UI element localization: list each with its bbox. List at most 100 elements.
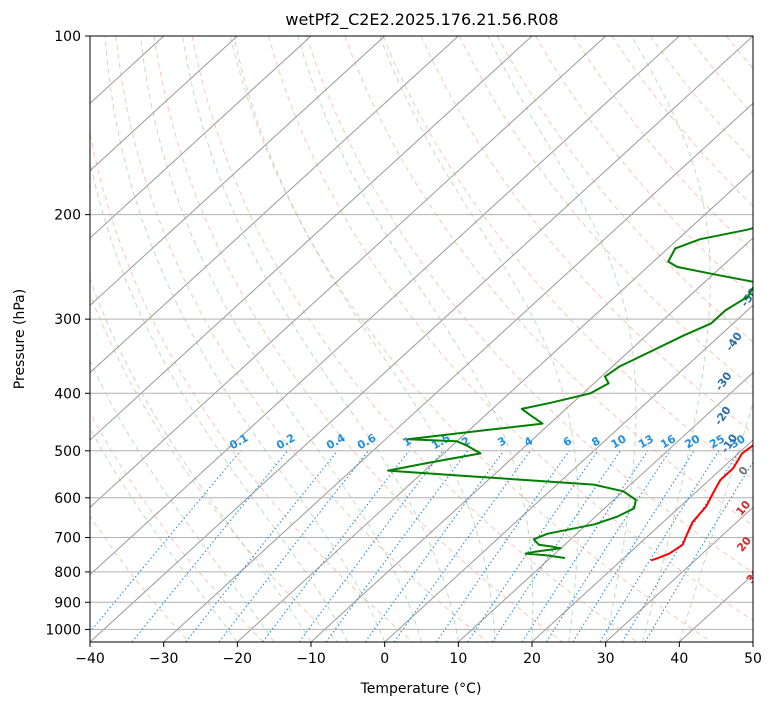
x-tick-label: 0 <box>380 651 389 667</box>
dry-adiabat <box>153 36 563 642</box>
isotherm <box>310 237 753 642</box>
dry-adiabat <box>268 36 753 622</box>
dry-adiabat <box>382 36 753 480</box>
y-tick-label: 900 <box>54 595 81 611</box>
dry-adiabat <box>344 36 753 527</box>
mixing-ratio-line <box>218 450 369 642</box>
mixing-ratio-label: 1 <box>401 434 414 449</box>
dry-adiabat <box>90 130 414 642</box>
dry-adiabat-label: -50 <box>738 285 760 309</box>
dry-adiabat <box>90 411 264 642</box>
mixing-ratio-line <box>435 450 570 642</box>
y-tick-label: 400 <box>54 386 81 402</box>
moist-adiabat <box>678 401 753 642</box>
x-tick-label: −10 <box>296 651 326 667</box>
mixing-ratio-line <box>262 450 410 642</box>
moist-adiabat-label: 30 <box>744 566 764 586</box>
isotherm <box>752 641 753 642</box>
moist-adiabat <box>297 36 534 642</box>
mixing-ratio-line <box>90 450 242 633</box>
profile-lines <box>387 227 753 562</box>
dry-adiabat <box>191 36 638 642</box>
x-tick-label: −20 <box>223 651 253 667</box>
x-tick-label: 40 <box>670 651 688 667</box>
moist-adiabat-label: 40 <box>759 593 775 613</box>
isotherm <box>90 36 459 374</box>
mixing-ratio-line <box>491 450 621 642</box>
dry-adiabat <box>306 36 753 574</box>
moist-adiabat-label: 20 <box>734 534 754 554</box>
moist-adiabat <box>233 36 496 642</box>
mixing-ratio-label: 13 <box>636 432 656 451</box>
moist-adiabat <box>90 427 238 642</box>
dry-adiabat <box>115 36 488 642</box>
mixing-ratio-line <box>325 450 468 642</box>
mixing-ratio-label: 3 <box>495 434 508 449</box>
moist-adiabat-label: 10 <box>733 498 753 518</box>
mixing-ratio-line <box>185 450 339 642</box>
y-tick-label: 600 <box>54 491 81 507</box>
moist-adiabat <box>90 277 312 642</box>
y-tick-label: 1000 <box>45 622 81 638</box>
mixing-ratio-line <box>364 450 505 642</box>
dry-adiabat <box>611 36 753 207</box>
y-tick-label: 800 <box>54 565 81 581</box>
y-tick-label: 100 <box>54 29 81 45</box>
x-tick-label: 10 <box>449 651 467 667</box>
mixing-ratio-label: 0.1 <box>227 431 250 452</box>
isotherm <box>163 102 753 642</box>
y-tick-label: 200 <box>54 208 81 224</box>
moist-adiabat <box>90 359 275 642</box>
mixing-ratio-line <box>393 450 531 642</box>
plot-frame <box>89 35 754 643</box>
isotherm <box>90 36 753 642</box>
moist-adiabat <box>104 36 386 642</box>
x-axis: −40 −30 −20 −10 0 10 20 30 40 50 <box>75 642 762 667</box>
mixing-ratio-line <box>644 461 753 642</box>
mixing-ratio-label: 16 <box>658 432 678 451</box>
isotherm <box>531 439 753 642</box>
moist-adiabat <box>379 36 579 642</box>
x-tick-label: 30 <box>597 651 615 667</box>
dry-adiabat <box>535 36 753 298</box>
dry-adiabat <box>496 36 753 343</box>
moist-adiabat <box>90 159 349 642</box>
dewpoint-profile <box>387 227 753 559</box>
mixing-ratio-label: 6 <box>561 434 574 449</box>
isotherm <box>384 304 753 642</box>
x-axis-title: Temperature (°C) <box>360 681 482 697</box>
dry-adiabat <box>420 36 753 434</box>
isotherm <box>236 169 753 642</box>
dry-adiabat <box>765 36 775 642</box>
moist-adiabat <box>140 36 422 642</box>
dry-adiabat <box>90 515 190 642</box>
x-tick-label: 20 <box>523 651 541 667</box>
y-axis: 100 200 300 400 500 600 700 800 900 1000 <box>45 29 90 638</box>
isotherm <box>457 371 753 642</box>
x-tick-label: −40 <box>75 651 105 667</box>
mixing-ratio-line <box>545 450 671 642</box>
dry-adiabat-label: -40 <box>723 330 745 354</box>
mixing-ratio-line <box>521 450 649 642</box>
isotherm <box>90 36 238 172</box>
chart-title: wetPf2_C2E2.2025.176.21.56.R08 <box>285 10 558 30</box>
mixing-ratio-line <box>467 450 599 642</box>
mixing-ratio-line <box>131 450 289 642</box>
y-tick-label: 300 <box>54 312 81 328</box>
mixing-ratio-line <box>298 450 444 642</box>
mixing-ratio-label: 0.2 <box>274 431 297 452</box>
moist-adiabat <box>487 36 637 642</box>
isotherm <box>90 36 533 441</box>
dry-adiabat <box>649 36 753 162</box>
y-tick-label: 700 <box>54 531 81 547</box>
mixing-ratio-line <box>599 450 720 642</box>
dry-adiabat-label: -30 <box>713 369 735 393</box>
x-tick-label: 50 <box>744 651 762 667</box>
isotherm <box>605 506 753 642</box>
moist-adiabat <box>182 36 459 642</box>
mixing-ratio-label: 0.4 <box>324 431 348 452</box>
mixing-ratio-line <box>572 450 695 642</box>
isotherm <box>90 36 607 509</box>
